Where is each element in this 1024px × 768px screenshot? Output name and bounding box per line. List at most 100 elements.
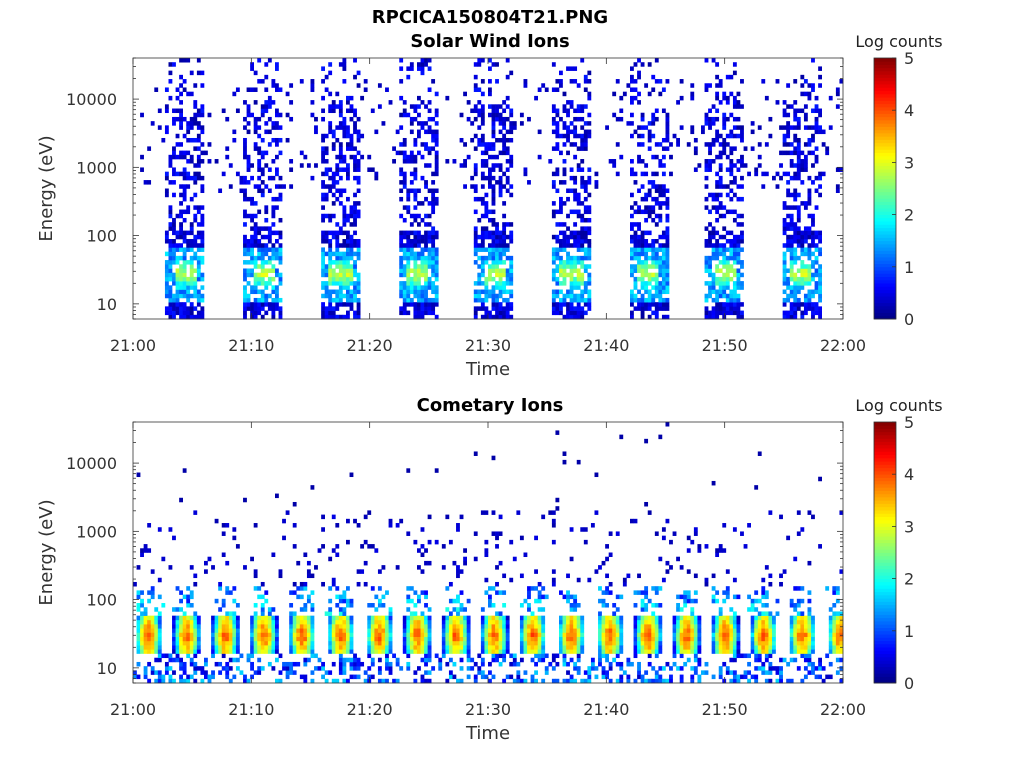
heatmap-cell <box>814 255 819 261</box>
heatmap-cell <box>417 264 421 269</box>
colorbar-segment <box>874 260 896 264</box>
heatmap-cell <box>150 569 155 574</box>
heatmap-cell <box>601 653 606 659</box>
heatmap-cell <box>420 70 425 76</box>
heatmap-cell <box>551 234 556 240</box>
heatmap-cell <box>502 137 507 143</box>
heatmap-cell <box>296 586 301 591</box>
heatmap-cell <box>715 247 720 252</box>
heatmap-cell <box>431 666 436 671</box>
heatmap-cell <box>559 289 563 295</box>
heatmap-cell <box>324 293 329 299</box>
heatmap-cell <box>601 666 606 671</box>
heatmap-cell <box>406 661 411 667</box>
heatmap-cell <box>267 306 272 311</box>
heatmap-cell <box>243 314 247 320</box>
heatmap-cell <box>803 205 808 210</box>
heatmap-cell <box>484 234 489 240</box>
heatmap-cell <box>722 125 727 130</box>
heatmap-cell <box>562 297 567 303</box>
heatmap-cell <box>796 121 801 126</box>
heatmap-cell <box>417 297 421 303</box>
heatmap-cell <box>335 251 340 257</box>
heatmap-cell <box>168 268 173 273</box>
heatmap-cell <box>835 167 840 172</box>
heatmap-cell <box>211 649 215 654</box>
heatmap-cell <box>665 251 670 257</box>
colorbar-segment <box>874 61 896 65</box>
heatmap-cell <box>417 565 421 570</box>
heatmap-cell <box>463 142 467 147</box>
heatmap-cell <box>519 678 524 684</box>
heatmap-cell <box>168 302 173 307</box>
heatmap-cell <box>413 649 418 654</box>
heatmap-cell <box>502 272 507 278</box>
heatmap-cell <box>551 146 556 151</box>
colorbar-segment <box>874 155 896 160</box>
heatmap-cell <box>246 104 251 109</box>
heatmap-cell <box>427 163 432 168</box>
heatmap-cell <box>172 302 176 307</box>
heatmap-cell <box>406 209 411 215</box>
heatmap-cell <box>413 171 418 177</box>
heatmap-cell <box>711 243 716 248</box>
chart-title-cometary: Cometary Ions <box>416 395 564 416</box>
heatmap-cell <box>576 636 581 642</box>
heatmap-cell <box>196 146 201 151</box>
heatmap-cell <box>417 649 421 654</box>
heatmap-cell <box>580 167 585 172</box>
heatmap-cell <box>658 272 663 278</box>
heatmap-cell <box>278 217 283 223</box>
heatmap-cell <box>814 129 819 135</box>
heatmap-cell <box>218 619 223 625</box>
heatmap-cell <box>243 306 247 311</box>
heatmap-cell <box>580 297 585 303</box>
heatmap-cell <box>573 649 578 654</box>
heatmap-cell <box>204 657 208 663</box>
colorbar-segment <box>874 162 896 167</box>
heatmap-cell <box>417 285 421 290</box>
heatmap-cell <box>551 184 556 189</box>
heatmap-cell <box>459 632 464 637</box>
heatmap-cell <box>786 243 791 248</box>
heatmap-cell <box>811 310 815 316</box>
heatmap-cell <box>587 175 592 181</box>
heatmap-cell <box>484 314 489 320</box>
heatmap-cell <box>431 302 436 307</box>
heatmap-cell <box>193 116 198 122</box>
heatmap-cell <box>406 640 411 646</box>
heatmap-cell <box>328 125 333 130</box>
heatmap-cell <box>342 133 347 139</box>
heatmap-cell <box>502 678 507 684</box>
heatmap-cell <box>732 297 737 303</box>
heatmap-cell <box>580 264 585 269</box>
heatmap-cell <box>424 230 428 236</box>
heatmap-cell <box>448 645 453 650</box>
heatmap-cell <box>335 594 340 600</box>
heatmap-cell <box>175 213 180 219</box>
heatmap-cell <box>498 137 503 143</box>
heatmap-cell <box>715 192 720 198</box>
heatmap-cell <box>395 150 400 156</box>
heatmap-cell <box>633 251 638 257</box>
heatmap-cell <box>466 100 471 105</box>
heatmap-cell <box>484 226 489 231</box>
heatmap-cell <box>253 636 258 642</box>
heatmap-cell <box>658 293 663 299</box>
heatmap-cell <box>289 636 294 642</box>
heatmap-cell <box>136 628 141 633</box>
heatmap-cell <box>718 302 723 307</box>
heatmap-cell <box>626 83 631 88</box>
heatmap-cell <box>732 302 737 307</box>
heatmap-cell <box>715 171 720 177</box>
heatmap-cell <box>782 302 787 307</box>
heatmap-cell <box>172 247 176 252</box>
heatmap-cell <box>466 674 471 680</box>
heatmap-cell <box>583 196 588 202</box>
heatmap-cell <box>569 594 574 600</box>
heatmap-cell <box>182 314 187 320</box>
heatmap-cell <box>658 205 663 210</box>
heatmap-cell <box>243 302 247 307</box>
heatmap-cell <box>260 272 265 278</box>
heatmap-cell <box>619 649 624 654</box>
